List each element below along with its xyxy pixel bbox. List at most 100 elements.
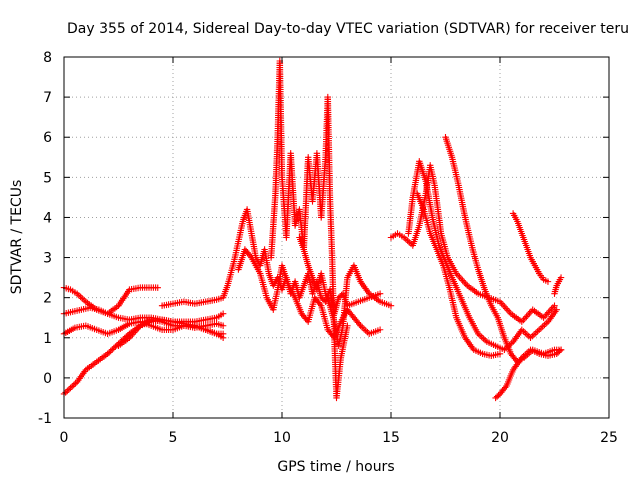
data-point-markers: [69, 307, 83, 315]
data-point-markers: [409, 224, 422, 249]
y-tick-label: 8: [43, 50, 52, 66]
data-point-markers: [235, 220, 246, 245]
data-point-markers: [350, 262, 363, 283]
data-point-markers: [544, 308, 559, 325]
data-point-markers: [355, 295, 371, 305]
data-point-markers: [357, 278, 372, 296]
data-point-markers: [191, 298, 207, 307]
data-point-markers: [551, 284, 560, 297]
data-point-markers: [335, 291, 345, 301]
data-point-markers: [540, 276, 549, 284]
data-point-markers: [82, 322, 98, 333]
y-tick-label: -1: [38, 411, 52, 427]
data-point-markers: [291, 294, 304, 315]
data-point-markers: [67, 380, 79, 392]
y-tick-label: 6: [43, 130, 52, 146]
y-tick-label: 1: [43, 331, 52, 347]
data-point-markers: [333, 356, 344, 402]
data-point-markers: [440, 262, 453, 291]
data-point-markers: [191, 316, 207, 325]
data-point-markers: [95, 306, 109, 316]
data-point-markers: [326, 194, 336, 259]
series-sat-h: [267, 57, 351, 402]
data-point-markers: [257, 270, 270, 299]
data-point-markers: [169, 298, 185, 307]
data-point-markers: [241, 246, 254, 260]
data-point-markers: [73, 290, 88, 304]
data-point-markers: [104, 310, 120, 321]
data-point-markers: [518, 230, 529, 247]
data-point-markers: [276, 57, 286, 179]
data-point-markers: [235, 248, 248, 273]
data-point-markers: [158, 318, 174, 329]
data-point-markers: [180, 298, 196, 307]
data-point-markers: [529, 306, 545, 320]
series-sat-j: [387, 162, 558, 325]
data-point-markers: [93, 326, 109, 337]
data-point-markers: [296, 234, 307, 251]
data-point: [557, 346, 565, 354]
data-point-markers: [455, 182, 468, 219]
data-point-markers: [481, 286, 494, 307]
data-point-markers: [514, 218, 525, 235]
data-point-markers: [296, 284, 307, 301]
series-sat-l: [414, 190, 504, 359]
data-point-markers: [555, 276, 564, 285]
data-point-markers: [202, 314, 218, 323]
y-tick-label: 7: [43, 90, 52, 106]
data-point-markers: [104, 327, 120, 337]
ticks: [63, 56, 610, 419]
data-point-markers: [523, 242, 533, 259]
data-point: [219, 322, 227, 329]
data-point-markers: [540, 304, 557, 321]
x-tick-label: 25: [600, 430, 618, 446]
data-point-markers: [453, 314, 468, 339]
data-point-markers: [213, 295, 225, 303]
data-point-markers: [553, 280, 561, 289]
data-point-markers: [248, 254, 263, 275]
data-point-markers: [433, 246, 446, 267]
data-point-markers: [318, 294, 328, 304]
data-point-markers: [137, 317, 153, 329]
data-point-markers: [492, 392, 502, 402]
y-axis-label: SDTVAR / TECUs: [9, 180, 25, 295]
tick-labels: 0 5 10 15 20 25 -1 0 1 2 3 4 5 6 7 8: [38, 50, 618, 446]
data-point-markers: [305, 296, 318, 325]
grid: [64, 57, 609, 418]
data-point-markers: [527, 254, 537, 267]
x-tick-label: 15: [382, 430, 400, 446]
data-point-markers: [551, 346, 563, 353]
data-point-markers: [285, 282, 298, 299]
data-point-markers: [536, 320, 550, 333]
data-point-markers: [339, 276, 351, 329]
data-point-markers: [272, 136, 281, 197]
data-point-markers: [261, 246, 272, 275]
data-point-markers: [442, 134, 455, 159]
x-axis-label: GPS time / hours: [277, 459, 394, 475]
data-point-markers: [509, 356, 524, 374]
data-point: [496, 350, 504, 358]
data-point: [154, 284, 161, 291]
data-point-markers: [322, 290, 333, 307]
data-point-markers: [60, 309, 74, 317]
data-point-markers: [213, 320, 225, 329]
data-point: [387, 302, 395, 309]
data-point: [551, 302, 558, 309]
data-point-markers: [496, 384, 509, 398]
data-point: [553, 306, 560, 313]
data-point-markers: [387, 231, 399, 241]
x-tick-label: 5: [169, 430, 178, 446]
data-point-markers: [501, 334, 514, 355]
plot-frame: [63, 56, 610, 419]
data-point-markers: [553, 347, 563, 357]
data-point-markers: [496, 298, 513, 316]
data-point-markers: [213, 311, 225, 321]
data-point-markers: [394, 230, 406, 240]
data-point-markers: [104, 342, 121, 357]
data-point-markers: [416, 158, 429, 183]
data-point-markers: [278, 262, 292, 287]
data-point-markers: [494, 314, 507, 339]
y-tick-label: 2: [43, 291, 52, 307]
data-point-markers: [464, 282, 480, 296]
